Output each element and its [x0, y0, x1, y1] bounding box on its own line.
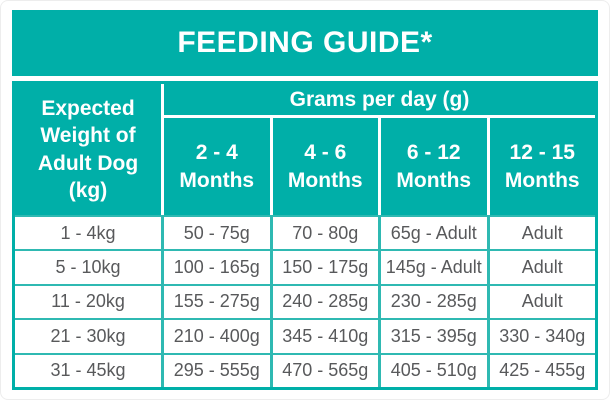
column-header-6-12-months: 6 - 12 Months: [378, 115, 487, 215]
table-cell: 50 - 75g: [161, 215, 270, 250]
weight-cell: 11 - 20kg: [15, 283, 161, 319]
table-cell: Adult: [486, 249, 595, 284]
table-cell: 315 - 395g: [378, 318, 487, 353]
table-cell: Adult: [486, 283, 595, 319]
column-header-12-15-months: 12 - 15 Months: [486, 115, 595, 215]
table-cell: 100 - 165g: [161, 249, 270, 284]
table-cell: 405 - 510g: [378, 352, 487, 387]
table-cell: 145g - Adult: [378, 249, 487, 284]
column-header-2-4-months: 2 - 4 Months: [161, 115, 270, 215]
table-cell: 330 - 340g: [486, 318, 595, 353]
table-cell: 240 - 285g: [269, 283, 378, 319]
table-cell: 155 - 275g: [161, 283, 270, 319]
feeding-guide-table: Expected Weight of Adult Dog (kg) Grams …: [12, 81, 598, 390]
feeding-guide-title-bar: FEEDING GUIDE*: [12, 10, 598, 76]
weight-column-header: Expected Weight of Adult Dog (kg): [15, 84, 161, 215]
table-cell: 150 - 175g: [269, 249, 378, 284]
page-title: FEEDING GUIDE*: [177, 26, 433, 59]
weight-cell: 21 - 30kg: [15, 318, 161, 353]
weight-cell: 5 - 10kg: [15, 249, 161, 284]
table-cell: 210 - 400g: [161, 318, 270, 353]
table-cell: 230 - 285g: [378, 283, 487, 319]
weight-cell: 31 - 45kg: [15, 352, 161, 387]
table-cell: 65g - Adult: [378, 215, 487, 250]
table-cell: 425 - 455g: [486, 352, 595, 387]
table-cell: 470 - 565g: [269, 352, 378, 387]
table-cell: Adult: [486, 215, 595, 250]
weight-cell: 1 - 4kg: [15, 215, 161, 250]
column-header-4-6-months: 4 - 6 Months: [269, 115, 378, 215]
table-cell: 70 - 80g: [269, 215, 378, 250]
table-cell: 345 - 410g: [269, 318, 378, 353]
grams-per-day-header: Grams per day (g): [161, 84, 595, 115]
table-cell: 295 - 555g: [161, 352, 270, 387]
